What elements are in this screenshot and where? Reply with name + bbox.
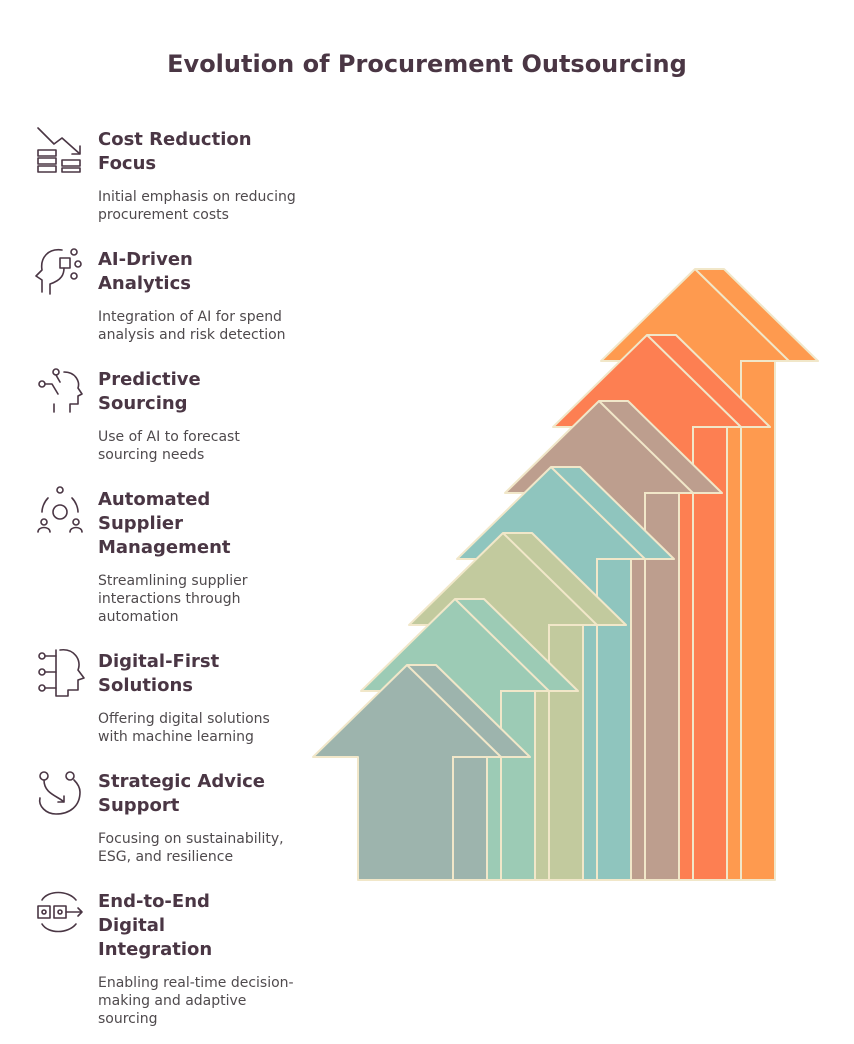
description-line: Use of AI to forecast (98, 429, 240, 445)
item-title: Strategic Advice (98, 771, 265, 792)
description-line: with machine learning (98, 729, 254, 745)
description-line: Focusing on sustainability, (98, 831, 284, 847)
description-line: Offering digital solutions (98, 711, 270, 727)
description-line: Streamlining supplier (98, 573, 248, 589)
item: Strategic Advice Support Focusing on susta… (98, 770, 298, 866)
icon-strategic (38, 771, 81, 815)
item-description: Use of AI to forecast sourcing needs (98, 428, 298, 464)
item-title: AI-Driven (98, 249, 193, 270)
icon-integration (37, 891, 83, 933)
description-line: ESG, and resilience (98, 849, 234, 865)
description-line: sourcing (98, 1011, 158, 1027)
description-line: making and adaptive (98, 993, 247, 1009)
item-description: Offering digital solutions with machine l… (98, 710, 298, 746)
icon-predictive (38, 368, 83, 413)
item-description: Integration of AI for spend analysis and … (98, 308, 298, 344)
item-description: Streamlining supplier interactions throug… (98, 572, 298, 626)
description-line: automation (98, 609, 179, 625)
item: Predictive Sourcing Use of AI to forecast s… (98, 368, 298, 464)
item-title: End-to-End (98, 891, 210, 912)
icon-ai (35, 248, 82, 295)
description-line: analysis and risk detection (98, 327, 286, 343)
item: Cost Reduction Focus Initial emphasis on r… (98, 128, 298, 224)
item-title: Digital (98, 915, 166, 936)
item-description: Initial emphasis on reducing procurement … (98, 188, 298, 224)
description-line: Initial emphasis on reducing (98, 189, 296, 205)
item: AI-Driven Analytics Integration of AI for … (98, 248, 298, 344)
item: Digital-First Solutions Offering digital s… (98, 650, 298, 746)
item: End-to-End Digital Integration Enabling rea… (98, 890, 298, 1028)
item-title: Supplier (98, 513, 183, 534)
item-title: Cost Reduction (98, 129, 252, 150)
description-line: Integration of AI for spend (98, 309, 282, 325)
item-title: Support (98, 795, 180, 816)
item-title: Solutions (98, 675, 193, 696)
description-line: Enabling real-time decision- (98, 975, 294, 991)
arrow-part (454, 598, 552, 880)
title: Evolution of Procurement Outsourcing (167, 50, 687, 78)
item-description: Enabling real-time decision-making and a… (98, 974, 298, 1028)
arrow-part (646, 334, 744, 880)
item-title: Predictive (98, 369, 201, 390)
item-title: Integration (98, 939, 213, 960)
description-line: sourcing needs (98, 447, 205, 463)
item-title: Focus (98, 153, 157, 174)
arrow-part (694, 268, 792, 880)
arrow-part (598, 400, 696, 880)
item-title: Analytics (98, 273, 191, 294)
item: Automated Supplier Management Streamlining … (98, 488, 298, 626)
item-title: Management (98, 537, 231, 558)
item-description: Focusing on sustainability, ESG, and resi… (98, 830, 298, 866)
icon-automated (37, 486, 83, 533)
item-title: Digital-First (98, 651, 220, 672)
description-line: interactions through (98, 591, 241, 607)
arrow-part (406, 664, 504, 880)
item-title: Sourcing (98, 393, 188, 414)
description-line: procurement costs (98, 207, 229, 223)
arrow-part (502, 532, 600, 880)
item-title: Automated (98, 489, 211, 510)
icon-cost (37, 127, 81, 173)
icon-digital (38, 649, 85, 697)
arrow-part (550, 466, 648, 880)
